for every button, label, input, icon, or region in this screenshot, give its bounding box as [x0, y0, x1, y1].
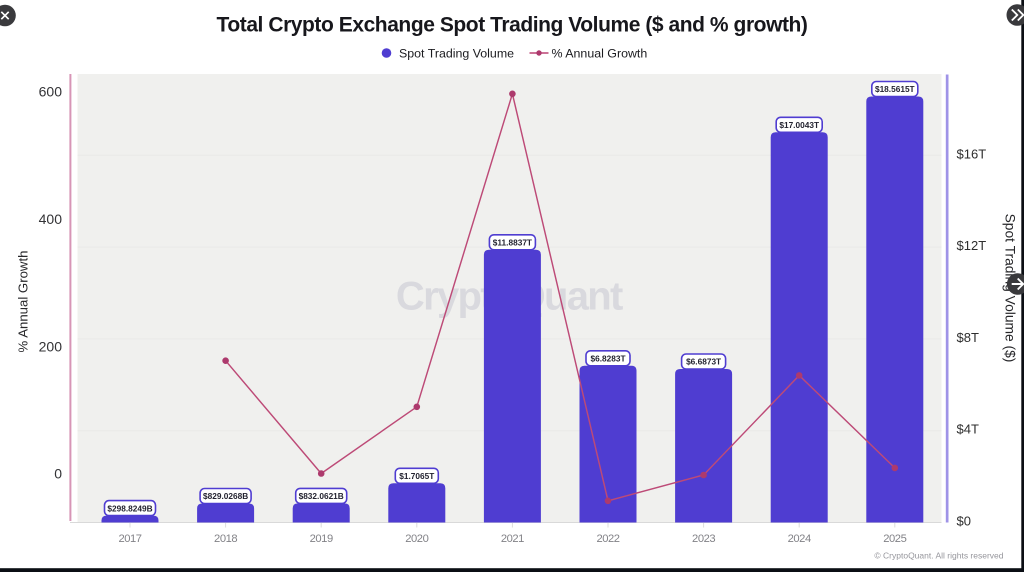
svg-text:2024: 2024 [788, 533, 811, 545]
svg-text:2019: 2019 [310, 533, 333, 545]
svg-text:400: 400 [39, 211, 63, 227]
svg-text:$298.8249B: $298.8249B [107, 503, 152, 513]
svg-text:2025: 2025 [883, 533, 906, 545]
svg-text:2018: 2018 [214, 533, 237, 545]
svg-text:$18.5615T: $18.5615T [875, 84, 915, 94]
svg-text:$0: $0 [957, 514, 971, 529]
svg-text:$829.0268B: $829.0268B [203, 491, 248, 501]
svg-text:$832.0621B: $832.0621B [299, 491, 344, 501]
svg-text:% Annual Growth: % Annual Growth [16, 251, 31, 353]
svg-text:Total Crypto Exchange Spot Tra: Total Crypto Exchange Spot Trading Volum… [217, 13, 808, 36]
svg-text:% Annual Growth: % Annual Growth [552, 46, 648, 60]
svg-text:$17.0043T: $17.0043T [779, 120, 819, 130]
svg-text:Spot Trading Volume: Spot Trading Volume [399, 46, 514, 60]
svg-text:$8T: $8T [957, 330, 979, 345]
svg-text:$6.8283T: $6.8283T [590, 354, 625, 364]
svg-text:2021: 2021 [501, 533, 524, 545]
svg-text:$4T: $4T [957, 422, 979, 437]
svg-text:2017: 2017 [118, 533, 141, 545]
svg-text:$11.8837T: $11.8837T [493, 238, 532, 248]
svg-text:2022: 2022 [596, 533, 619, 545]
svg-text:2023: 2023 [692, 533, 715, 545]
svg-text:$1.7065T: $1.7065T [399, 471, 434, 481]
svg-text:0: 0 [54, 466, 62, 482]
svg-text:600: 600 [39, 84, 63, 100]
svg-text:200: 200 [39, 338, 63, 354]
svg-text:$16T: $16T [957, 146, 987, 161]
svg-text:2020: 2020 [405, 533, 428, 545]
svg-text:© CryptoQuant. All rights rese: © CryptoQuant. All rights reserved [874, 551, 1003, 561]
svg-text:$6.6873T: $6.6873T [686, 357, 721, 367]
svg-text:$12T: $12T [957, 238, 987, 253]
